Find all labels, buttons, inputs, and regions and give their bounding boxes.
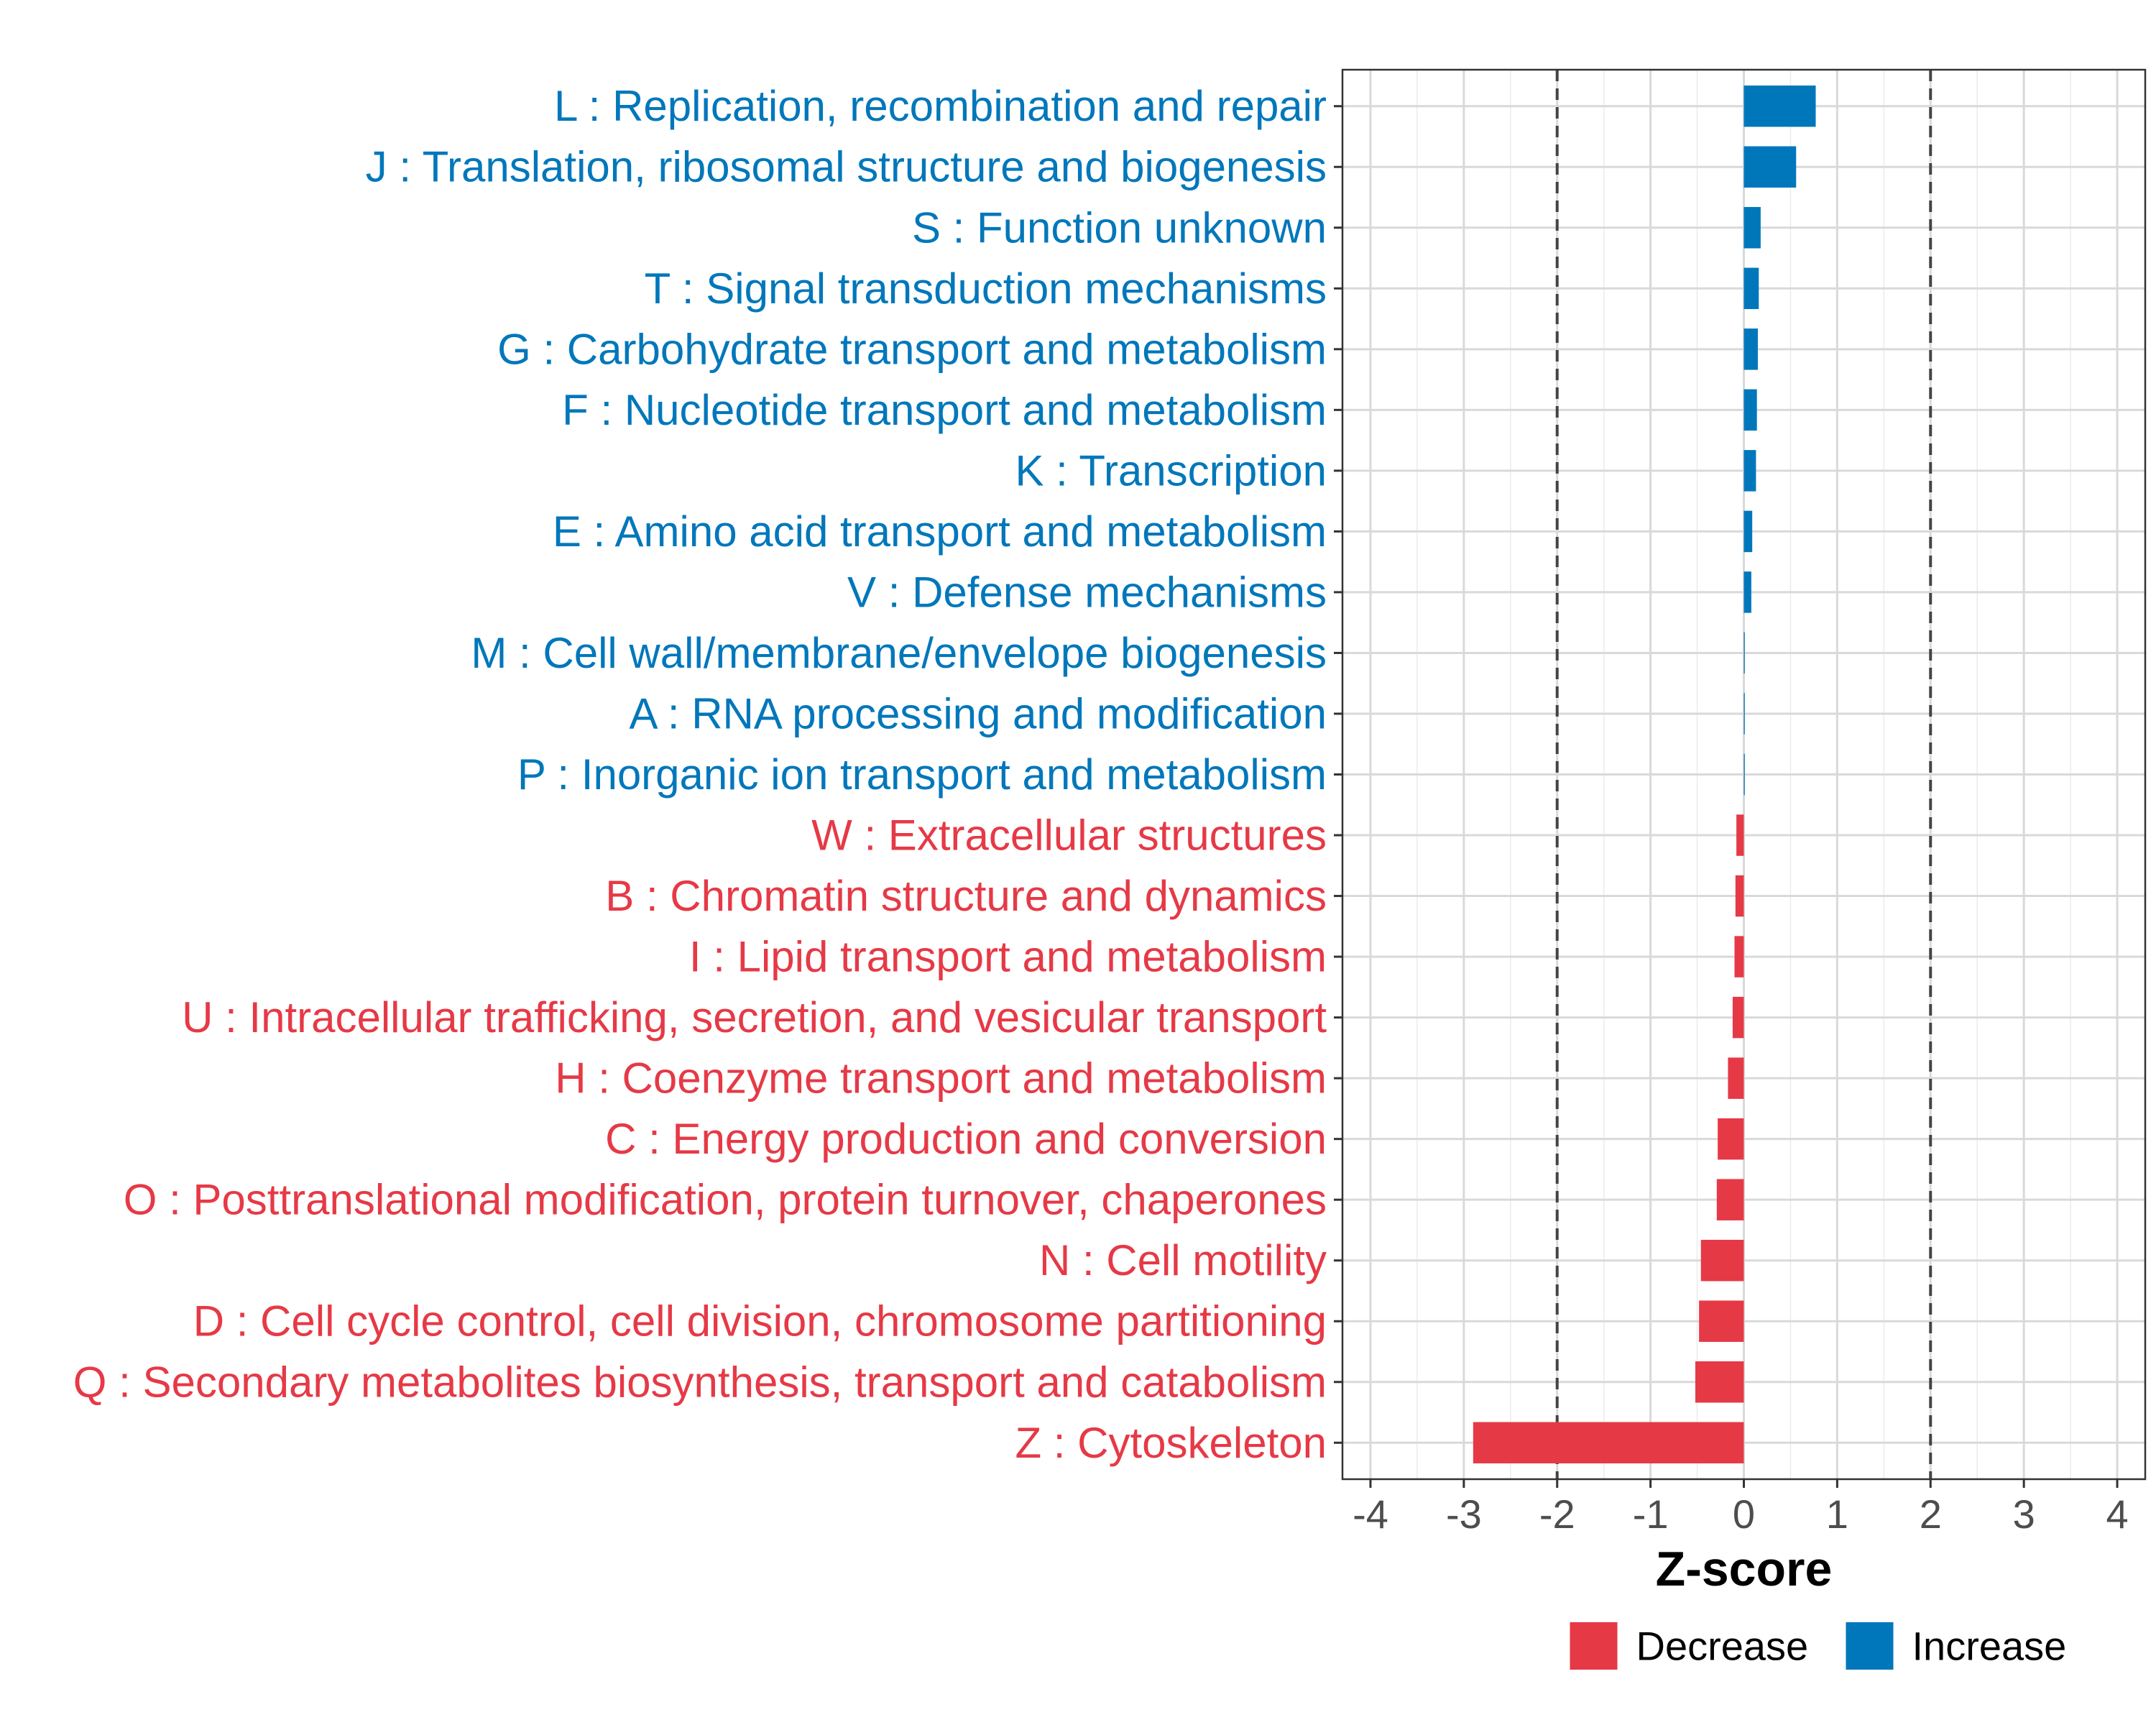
legend-label: Decrease: [1636, 1624, 1809, 1669]
bar: [1743, 85, 1816, 127]
bar: [1695, 1361, 1744, 1403]
legend-key: [1570, 1622, 1618, 1670]
legend: Decrease Increase: [1570, 1622, 2067, 1670]
category-label: E : Amino acid transport and metabolism: [553, 507, 1327, 556]
x-tick-label: -1: [1633, 1491, 1669, 1537]
bar: [1718, 1118, 1744, 1160]
x-axis-title: Z-score: [1656, 1542, 1833, 1596]
x-tick-label: -2: [1539, 1491, 1575, 1537]
category-label: G : Carbohydrate transport and metabolis…: [497, 325, 1327, 373]
x-tick-label: -3: [1446, 1491, 1482, 1537]
bar: [1743, 693, 1745, 735]
category-label: D : Cell cycle control, cell division, c…: [193, 1297, 1327, 1346]
x-tick-label: 0: [1733, 1491, 1755, 1537]
x-tick-label: -4: [1353, 1491, 1388, 1537]
legend-key: [1846, 1622, 1894, 1670]
x-tick-label: 4: [2106, 1491, 2128, 1537]
y-ticks: [1334, 105, 1342, 1444]
bar: [1743, 146, 1797, 188]
category-label: V : Defense mechanisms: [847, 568, 1327, 616]
category-label: W : Extracellular structures: [811, 811, 1327, 860]
x-tick-label: 3: [2013, 1491, 2035, 1537]
x-ticks: -4 -3 -2 -1 0 1 2 3 4: [1353, 1479, 2129, 1537]
category-label: Z : Cytoskeleton: [1015, 1419, 1327, 1467]
bar: [1743, 389, 1757, 431]
category-label: F : Nucleotide transport and metabolism: [562, 386, 1327, 434]
x-tick-label: 1: [1826, 1491, 1848, 1537]
x-tick-label: 2: [1920, 1491, 1942, 1537]
bar: [1700, 1239, 1744, 1282]
category-label: C : Energy production and conversion: [605, 1115, 1327, 1163]
category-label: L : Replication, recombination and repai…: [554, 82, 1327, 130]
bars: [1473, 85, 1816, 1464]
category-label: U : Intracellular trafficking, secretion…: [182, 993, 1327, 1041]
category-labels: L : Replication, recombination and repai…: [73, 82, 1327, 1467]
bar: [1743, 510, 1753, 553]
bar: [1743, 571, 1751, 613]
bar: [1735, 875, 1744, 917]
reference-lines: [1555, 70, 1932, 1479]
bar: [1743, 328, 1758, 370]
category-label: J : Translation, ribosomal structure and…: [366, 143, 1327, 191]
bar: [1699, 1300, 1744, 1342]
category-label: I : Lipid transport and metabolism: [689, 933, 1327, 981]
bar: [1732, 996, 1744, 1039]
category-label: M : Cell wall/membrane/envelope biogenes…: [471, 629, 1327, 677]
bar: [1716, 1179, 1744, 1220]
category-label: K : Transcription: [1015, 446, 1327, 494]
bar: [1743, 753, 1745, 796]
bar: [1743, 632, 1745, 674]
category-label: T : Signal transduction mechanisms: [645, 264, 1327, 313]
bar: [1743, 207, 1761, 249]
category-label: N : Cell motility: [1039, 1236, 1327, 1284]
bar: [1743, 450, 1756, 492]
bar: [1728, 1057, 1744, 1099]
category-label: B : Chromatin structure and dynamics: [605, 872, 1327, 920]
bar: [1734, 936, 1744, 978]
category-label: S : Function unknown: [912, 203, 1327, 252]
bar: [1473, 1422, 1744, 1464]
category-label: Q : Secondary metabolites biosynthesis, …: [73, 1358, 1327, 1406]
category-label: O : Posttranslational modification, prot…: [124, 1176, 1327, 1224]
category-label: A : RNA processing and modification: [629, 689, 1327, 737]
category-label: P : Inorganic ion transport and metaboli…: [517, 750, 1327, 799]
bar: [1743, 267, 1759, 310]
bar: [1736, 814, 1744, 856]
legend-label: Increase: [1912, 1624, 2067, 1669]
category-label: H : Coenzyme transport and metabolism: [555, 1054, 1327, 1103]
